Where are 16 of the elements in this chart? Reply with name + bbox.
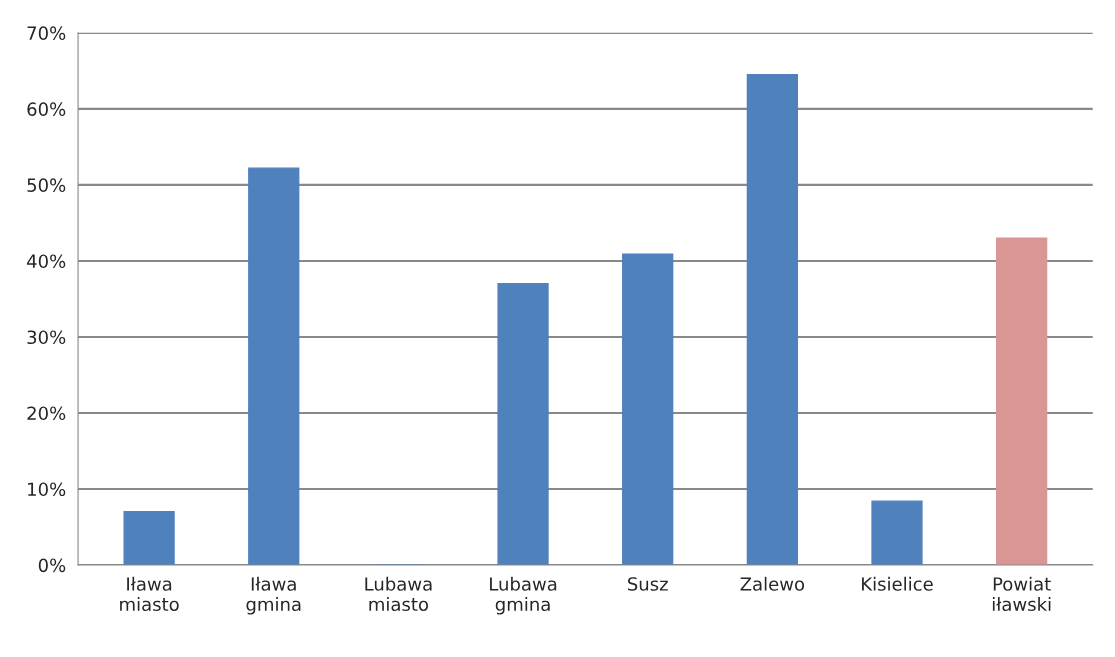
y-tick-label: 60% [27,102,66,116]
y-tick-label: 10% [28,482,66,497]
y-tick-label: 30% [27,330,66,345]
y-tick-label: 70% [27,26,66,40]
y-tick-label: 0% [38,558,66,573]
y-tick-label: 20% [27,406,66,421]
x-tick-label: Zalewo [740,576,805,591]
y-tick-label: 50% [27,178,66,193]
x-tick-label: Lubawa gmina [490,576,557,615]
x-tick-label: Susz [628,577,668,591]
x-tick-label: Kisielice [862,576,933,591]
y-tick-label: 40% [27,254,66,269]
x-tick-label: Iława miasto [120,576,179,612]
x-tick-label: Lubawa miasto [365,576,432,612]
x-tick-label: Powiat iławski [992,576,1051,612]
x-tick-label: Iława gmina [246,576,301,615]
